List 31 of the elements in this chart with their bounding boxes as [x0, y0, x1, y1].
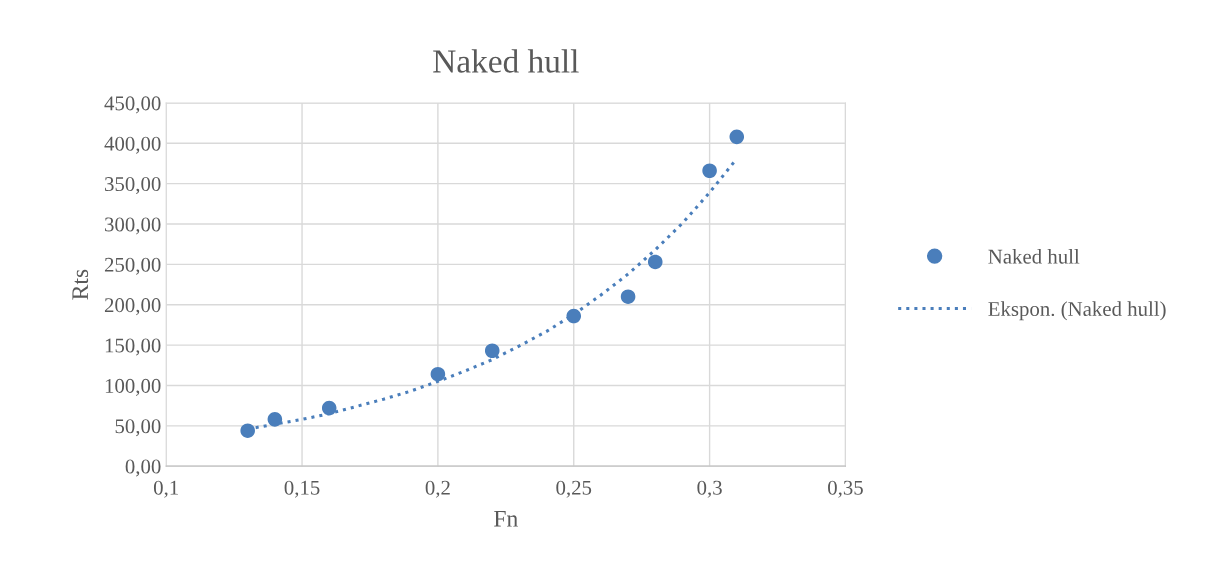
y-tick-label: 450,00: [104, 96, 161, 114]
point: [484, 343, 500, 359]
legend-label: Ekspon. (Naked hull): [988, 301, 1166, 321]
x-tick-label: 0,3: [697, 480, 722, 498]
y-tick-label: 200,00: [104, 298, 161, 316]
point: [620, 289, 636, 304]
x-tick-label: 0,2: [425, 480, 450, 498]
point: [240, 423, 255, 438]
y-axis-title: Rts: [72, 269, 89, 300]
chart-title: Naked hull: [433, 49, 579, 73]
y-tick-label: 150,00: [105, 338, 161, 356]
y-tick-label: 0,00: [125, 459, 161, 477]
point: [729, 129, 745, 145]
legend-label: Naked hull: [988, 249, 1080, 264]
point: [566, 308, 582, 324]
x-tick-label: 0,15: [284, 480, 320, 498]
x-tick-label: 0,1: [153, 480, 178, 498]
x-tick-label: 0,35: [828, 480, 863, 498]
point: [430, 366, 446, 382]
y-tick-label: 300,00: [105, 217, 161, 235]
y-tick-label: 350,00: [105, 177, 161, 195]
point: [321, 400, 337, 416]
x-axis-title: Fn: [494, 511, 518, 527]
point: [702, 163, 717, 179]
y-tick-label: 100,00: [105, 378, 161, 396]
y-tick-label: 250,00: [104, 257, 161, 275]
x-tick-label: 0,25: [556, 480, 592, 498]
y-tick-label: 400,00: [104, 136, 161, 154]
y-tick-label: 50,00: [115, 419, 161, 437]
point: [267, 412, 283, 427]
point: [647, 254, 663, 270]
